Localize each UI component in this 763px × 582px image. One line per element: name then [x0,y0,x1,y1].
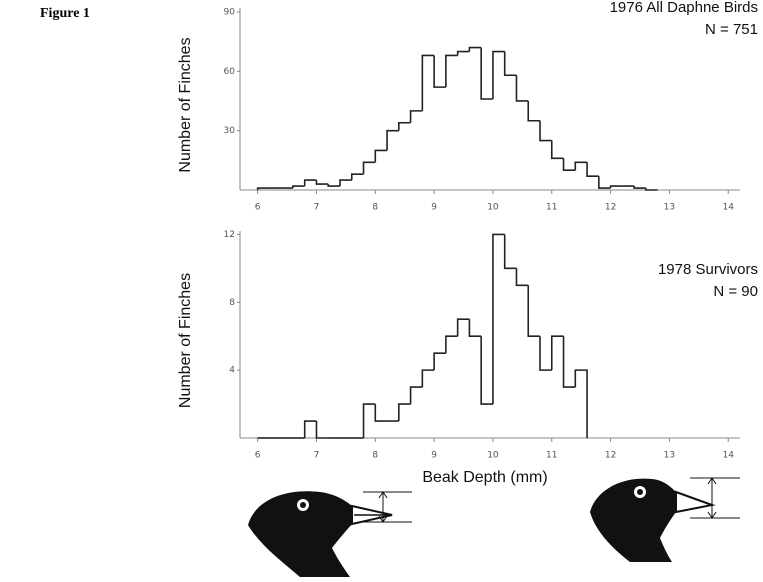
x-tick-label: 9 [431,451,437,461]
histogram-step [433,55,446,88]
histogram-step [550,140,564,160]
y-tick-label: 8 [229,298,235,308]
y-tick-label: 4 [229,366,235,376]
histogram-step [409,386,423,405]
histogram-step [598,176,611,189]
x-tick-label: 9 [431,203,437,213]
histogram-step [315,180,329,185]
histogram-step [515,268,529,287]
histogram-step [445,54,458,88]
bird-large-beak [248,491,412,577]
histogram-step [362,161,376,175]
histogram-step [645,188,658,191]
histogram-step [539,336,552,371]
chart-subtitle: N = 751 [705,21,758,38]
x-tick-label: 10 [487,203,499,213]
x-tick-label: 14 [723,203,735,213]
histogram-step [292,185,305,189]
x-tick-label: 8 [372,451,378,461]
histogram-step [398,403,411,422]
histogram-step [374,149,388,163]
x-tick-label: 7 [314,203,320,213]
histogram-step [409,110,423,123]
x-tick-label: 13 [664,203,675,213]
histogram-step [456,50,470,56]
histogram-step [386,129,399,151]
histogram-step [527,100,540,122]
chart-title: 1978 Survivors [658,261,758,278]
histogram-step [421,369,435,388]
histogram-step [468,319,482,337]
chart-subtitle: N = 90 [713,283,758,300]
x-tick-label: 12 [605,451,616,461]
y-axis-label: Number of Finches [177,273,194,408]
histogram-step [303,179,317,187]
histogram-step [515,75,529,102]
histogram-step [421,54,435,111]
histogram-step [315,421,329,439]
histogram-step [433,352,446,371]
histogram-step [456,318,470,337]
histogram-step [633,186,646,189]
y-tick-label: 30 [224,126,236,136]
x-tick-label: 14 [723,451,735,461]
histogram-step [586,162,599,177]
histogram-step [398,121,411,131]
histogram-step [445,335,458,354]
histogram-step [503,234,517,270]
histogram-step [256,187,270,190]
x-axis-label: Beak Depth (mm) [422,469,547,486]
y-tick-label: 12 [224,230,235,240]
histogram-step [480,47,493,100]
x-tick-label: 6 [255,451,261,461]
x-tick-label: 8 [372,203,378,213]
y-tick-label: 60 [224,67,236,77]
histogram-step [550,335,564,371]
histogram-step [527,285,540,337]
x-tick-label: 13 [664,451,675,461]
chart-title: 1976 All Daphne Birds [610,0,758,16]
histogram-step [562,336,576,388]
histogram-step [539,120,552,142]
histogram-step [492,233,505,405]
histogram-step [339,179,352,187]
x-tick-label: 7 [314,451,320,461]
histogram-step [350,173,364,181]
figure-label: Figure 1 [40,6,90,21]
histogram-step [503,51,517,77]
y-axis-label: Number of Finches [177,37,194,172]
x-tick-label: 10 [487,451,499,461]
histogram-step [574,369,588,438]
histogram-step [362,403,376,438]
x-tick-label: 11 [546,451,557,461]
histogram-step [492,50,505,99]
y-tick-label: 90 [224,7,236,17]
histogram-step [327,184,340,187]
bird-small-beak [590,477,740,562]
x-tick-label: 12 [605,203,616,213]
histogram-step [562,158,576,172]
histogram-step [468,46,482,52]
x-tick-label: 6 [255,203,261,213]
histogram-step [374,404,388,422]
histogram-step [609,185,623,189]
histogram-step [303,420,317,438]
histogram-step [574,161,588,171]
histogram-step [480,336,493,405]
x-tick-label: 11 [546,203,557,213]
